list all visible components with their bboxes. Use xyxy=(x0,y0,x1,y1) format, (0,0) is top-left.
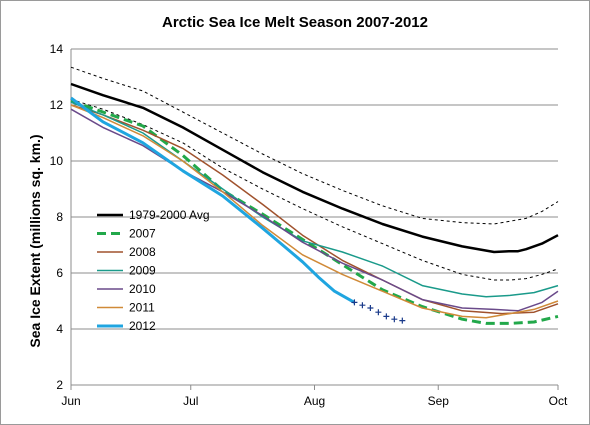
series-marker-2012-latest xyxy=(383,313,390,320)
legend-label-2011: 2011 xyxy=(129,301,155,315)
x-tick-label: Jun xyxy=(61,394,80,408)
legend-label-2012: 2012 xyxy=(129,319,156,333)
y-tick-label: 4 xyxy=(56,322,63,336)
series-line-avg-lower-bound xyxy=(70,98,559,281)
y-tick-label: 8 xyxy=(56,210,63,224)
y-tick-label: 10 xyxy=(50,154,64,168)
legend-label-2007: 2007 xyxy=(129,227,156,241)
y-tick-label: 12 xyxy=(50,98,64,112)
series-line-2010 xyxy=(70,108,559,312)
series-marker-2012-latest xyxy=(359,302,366,309)
series-marker-2012-latest xyxy=(391,316,398,323)
series-line-avg-upper-bound xyxy=(70,66,559,225)
x-tick-label: Oct xyxy=(549,394,568,408)
series-line-2009 xyxy=(70,101,559,298)
legend-label-2009: 2009 xyxy=(129,264,156,278)
series-marker-2012-latest xyxy=(399,317,406,324)
series-line-2012 xyxy=(70,96,356,304)
y-tick-label: 14 xyxy=(50,42,64,56)
series-marker-2012-latest xyxy=(351,299,358,306)
chart-title: Arctic Sea Ice Melt Season 2007-2012 xyxy=(162,14,428,31)
series-marker-2012-latest xyxy=(367,305,374,311)
series-line-2011 xyxy=(70,104,559,319)
legend-label-2008: 2008 xyxy=(129,245,156,259)
x-tick-label: Jul xyxy=(183,394,198,408)
series-line-1979-2000-avg xyxy=(70,82,559,254)
series-marker-2012-latest xyxy=(375,309,382,316)
x-tick-label: Sep xyxy=(428,394,450,408)
y-tick-label: 2 xyxy=(56,378,63,392)
series-line-2008 xyxy=(70,104,559,315)
legend-label-1979-2000-avg: 1979-2000 Avg xyxy=(129,208,210,222)
x-tick-label: Aug xyxy=(304,394,325,408)
y-tick-label: 6 xyxy=(56,266,63,280)
legend-label-2010: 2010 xyxy=(129,282,156,296)
